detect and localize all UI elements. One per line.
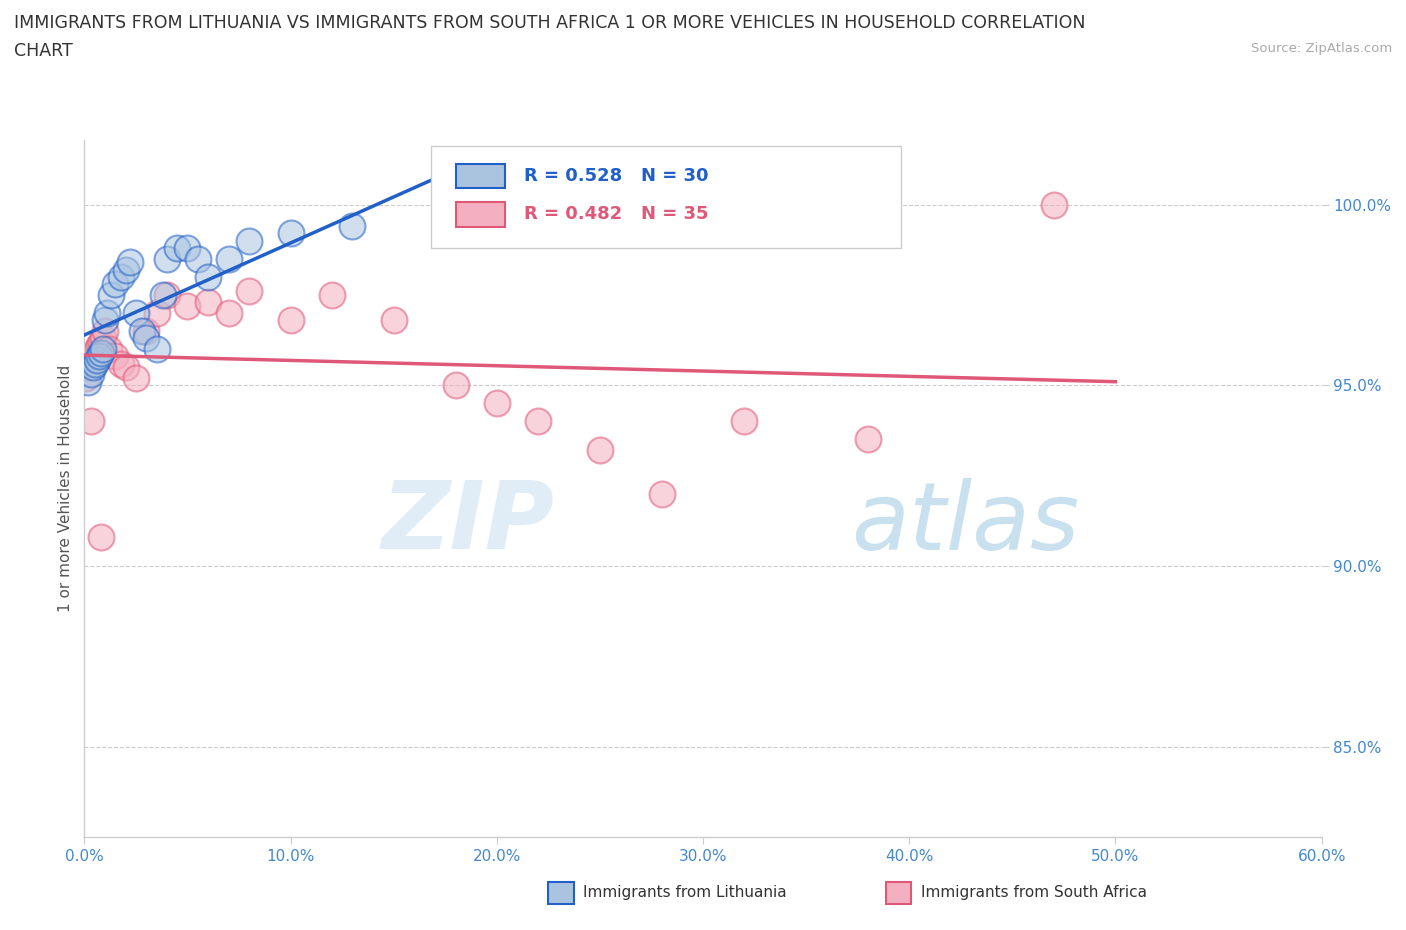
Point — [280, 312, 302, 327]
Point — [110, 270, 132, 285]
Point — [152, 287, 174, 302]
Point — [87, 339, 110, 353]
Point — [104, 276, 127, 291]
Bar — [456, 203, 505, 227]
Point — [77, 360, 100, 375]
Point — [77, 374, 100, 389]
Text: Source: ZipAtlas.com: Source: ZipAtlas.com — [1251, 42, 1392, 55]
Point — [114, 360, 136, 375]
Point — [651, 486, 673, 501]
Point — [90, 529, 112, 544]
Point — [79, 367, 101, 382]
Text: Immigrants from Lithuania: Immigrants from Lithuania — [583, 885, 787, 900]
Point — [100, 287, 122, 302]
Point — [110, 356, 132, 371]
Point — [321, 287, 343, 302]
Point — [91, 331, 114, 346]
Point — [83, 345, 105, 360]
Point — [86, 341, 108, 356]
Text: IMMIGRANTS FROM LITHUANIA VS IMMIGRANTS FROM SOUTH AFRICA 1 OR MORE VEHICLES IN : IMMIGRANTS FROM LITHUANIA VS IMMIGRANTS … — [14, 14, 1085, 32]
Text: Immigrants from South Africa: Immigrants from South Africa — [921, 885, 1147, 900]
Point — [527, 414, 550, 429]
Point — [118, 255, 141, 270]
Point — [79, 414, 101, 429]
Point — [87, 349, 110, 364]
Bar — [456, 164, 505, 189]
Point — [114, 262, 136, 277]
Y-axis label: 1 or more Vehicles in Household: 1 or more Vehicles in Household — [58, 365, 73, 612]
Point — [91, 341, 114, 356]
Point — [1042, 197, 1064, 212]
Point — [197, 295, 219, 310]
Point — [135, 331, 157, 346]
Point — [218, 251, 240, 266]
Point — [218, 306, 240, 321]
Text: atlas: atlas — [852, 478, 1080, 568]
Point — [96, 306, 118, 321]
Point — [94, 324, 117, 339]
Point — [125, 306, 148, 321]
Point — [187, 251, 209, 266]
Point — [135, 324, 157, 339]
Point — [444, 211, 467, 226]
Point — [589, 443, 612, 458]
Point — [82, 349, 104, 364]
Point — [90, 345, 112, 360]
FancyBboxPatch shape — [430, 147, 901, 247]
Point — [176, 299, 198, 313]
Text: R = 0.482   N = 35: R = 0.482 N = 35 — [523, 206, 709, 223]
Point — [156, 287, 179, 302]
Point — [145, 341, 167, 356]
Point — [280, 226, 302, 241]
Point — [444, 378, 467, 392]
Point — [145, 306, 167, 321]
Point — [125, 370, 148, 385]
Point — [166, 241, 188, 256]
Point — [94, 312, 117, 327]
Point — [485, 396, 508, 411]
Point — [176, 241, 198, 256]
Point — [75, 370, 97, 385]
Point — [90, 335, 112, 350]
Point — [238, 233, 260, 248]
Point — [131, 324, 153, 339]
Text: ZIP: ZIP — [381, 477, 554, 569]
Text: R = 0.528   N = 30: R = 0.528 N = 30 — [523, 166, 709, 185]
Point — [83, 356, 105, 371]
Point — [156, 251, 179, 266]
Point — [104, 349, 127, 364]
Point — [382, 312, 405, 327]
Point — [856, 432, 879, 447]
Point — [86, 352, 108, 367]
Point — [733, 414, 755, 429]
Point — [98, 341, 121, 356]
Text: CHART: CHART — [14, 42, 73, 60]
Point — [197, 270, 219, 285]
Point — [79, 352, 101, 367]
Point — [82, 360, 104, 375]
Point — [342, 219, 364, 233]
Point — [238, 284, 260, 299]
